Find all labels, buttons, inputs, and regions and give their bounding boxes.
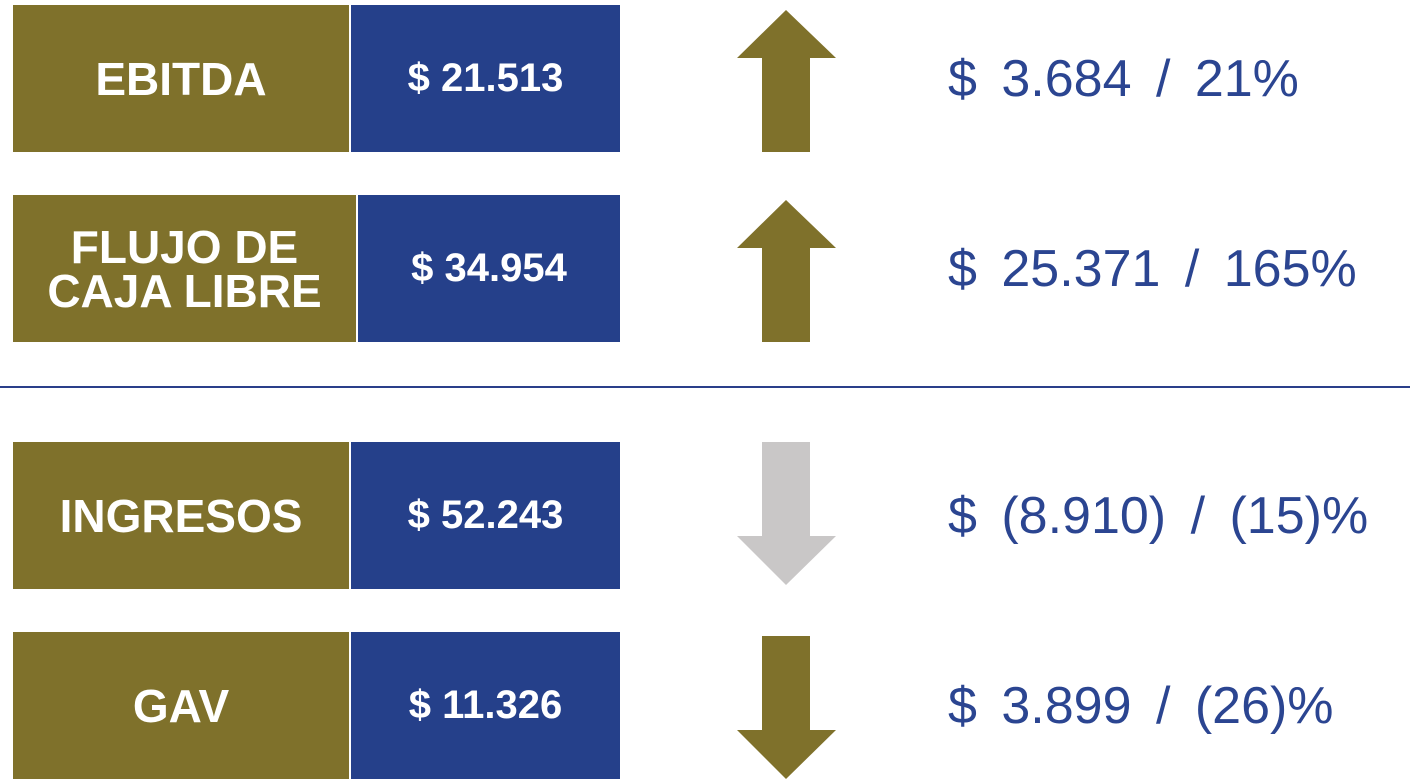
row: FLUJO DE CAJA LIBRE $ 34.954 $ 25.371 / … [0, 195, 1410, 342]
arrow-down [737, 442, 836, 585]
metric-change: $ 25.371 / 165% [948, 239, 1357, 298]
metric-value: $ 11.326 [351, 632, 620, 779]
metric-value: $ 21.513 [351, 5, 620, 152]
metric-change: $ (8.910) / (15)% [948, 486, 1369, 545]
arrow-down [737, 636, 836, 779]
metric-label: GAV [13, 632, 349, 779]
arrow-up [737, 200, 836, 342]
metric-label: FLUJO DE CAJA LIBRE [13, 195, 356, 342]
metric-value: $ 52.243 [351, 442, 620, 589]
arrow-up [737, 10, 836, 152]
metric-change: $ 3.899 / (26)% [948, 676, 1334, 735]
separator [0, 386, 1410, 388]
metric-label: INGRESOS [13, 442, 349, 589]
row: EBITDA $ 21.513 $ 3.684 / 21% [0, 5, 1410, 152]
metric-value: $ 34.954 [358, 195, 620, 342]
row: INGRESOS $ 52.243 $ (8.910) / (15)% [0, 442, 1410, 589]
row: GAV $ 11.326 $ 3.899 / (26)% [0, 632, 1410, 779]
metric-label: EBITDA [13, 5, 349, 152]
metric-change: $ 3.684 / 21% [948, 49, 1299, 108]
